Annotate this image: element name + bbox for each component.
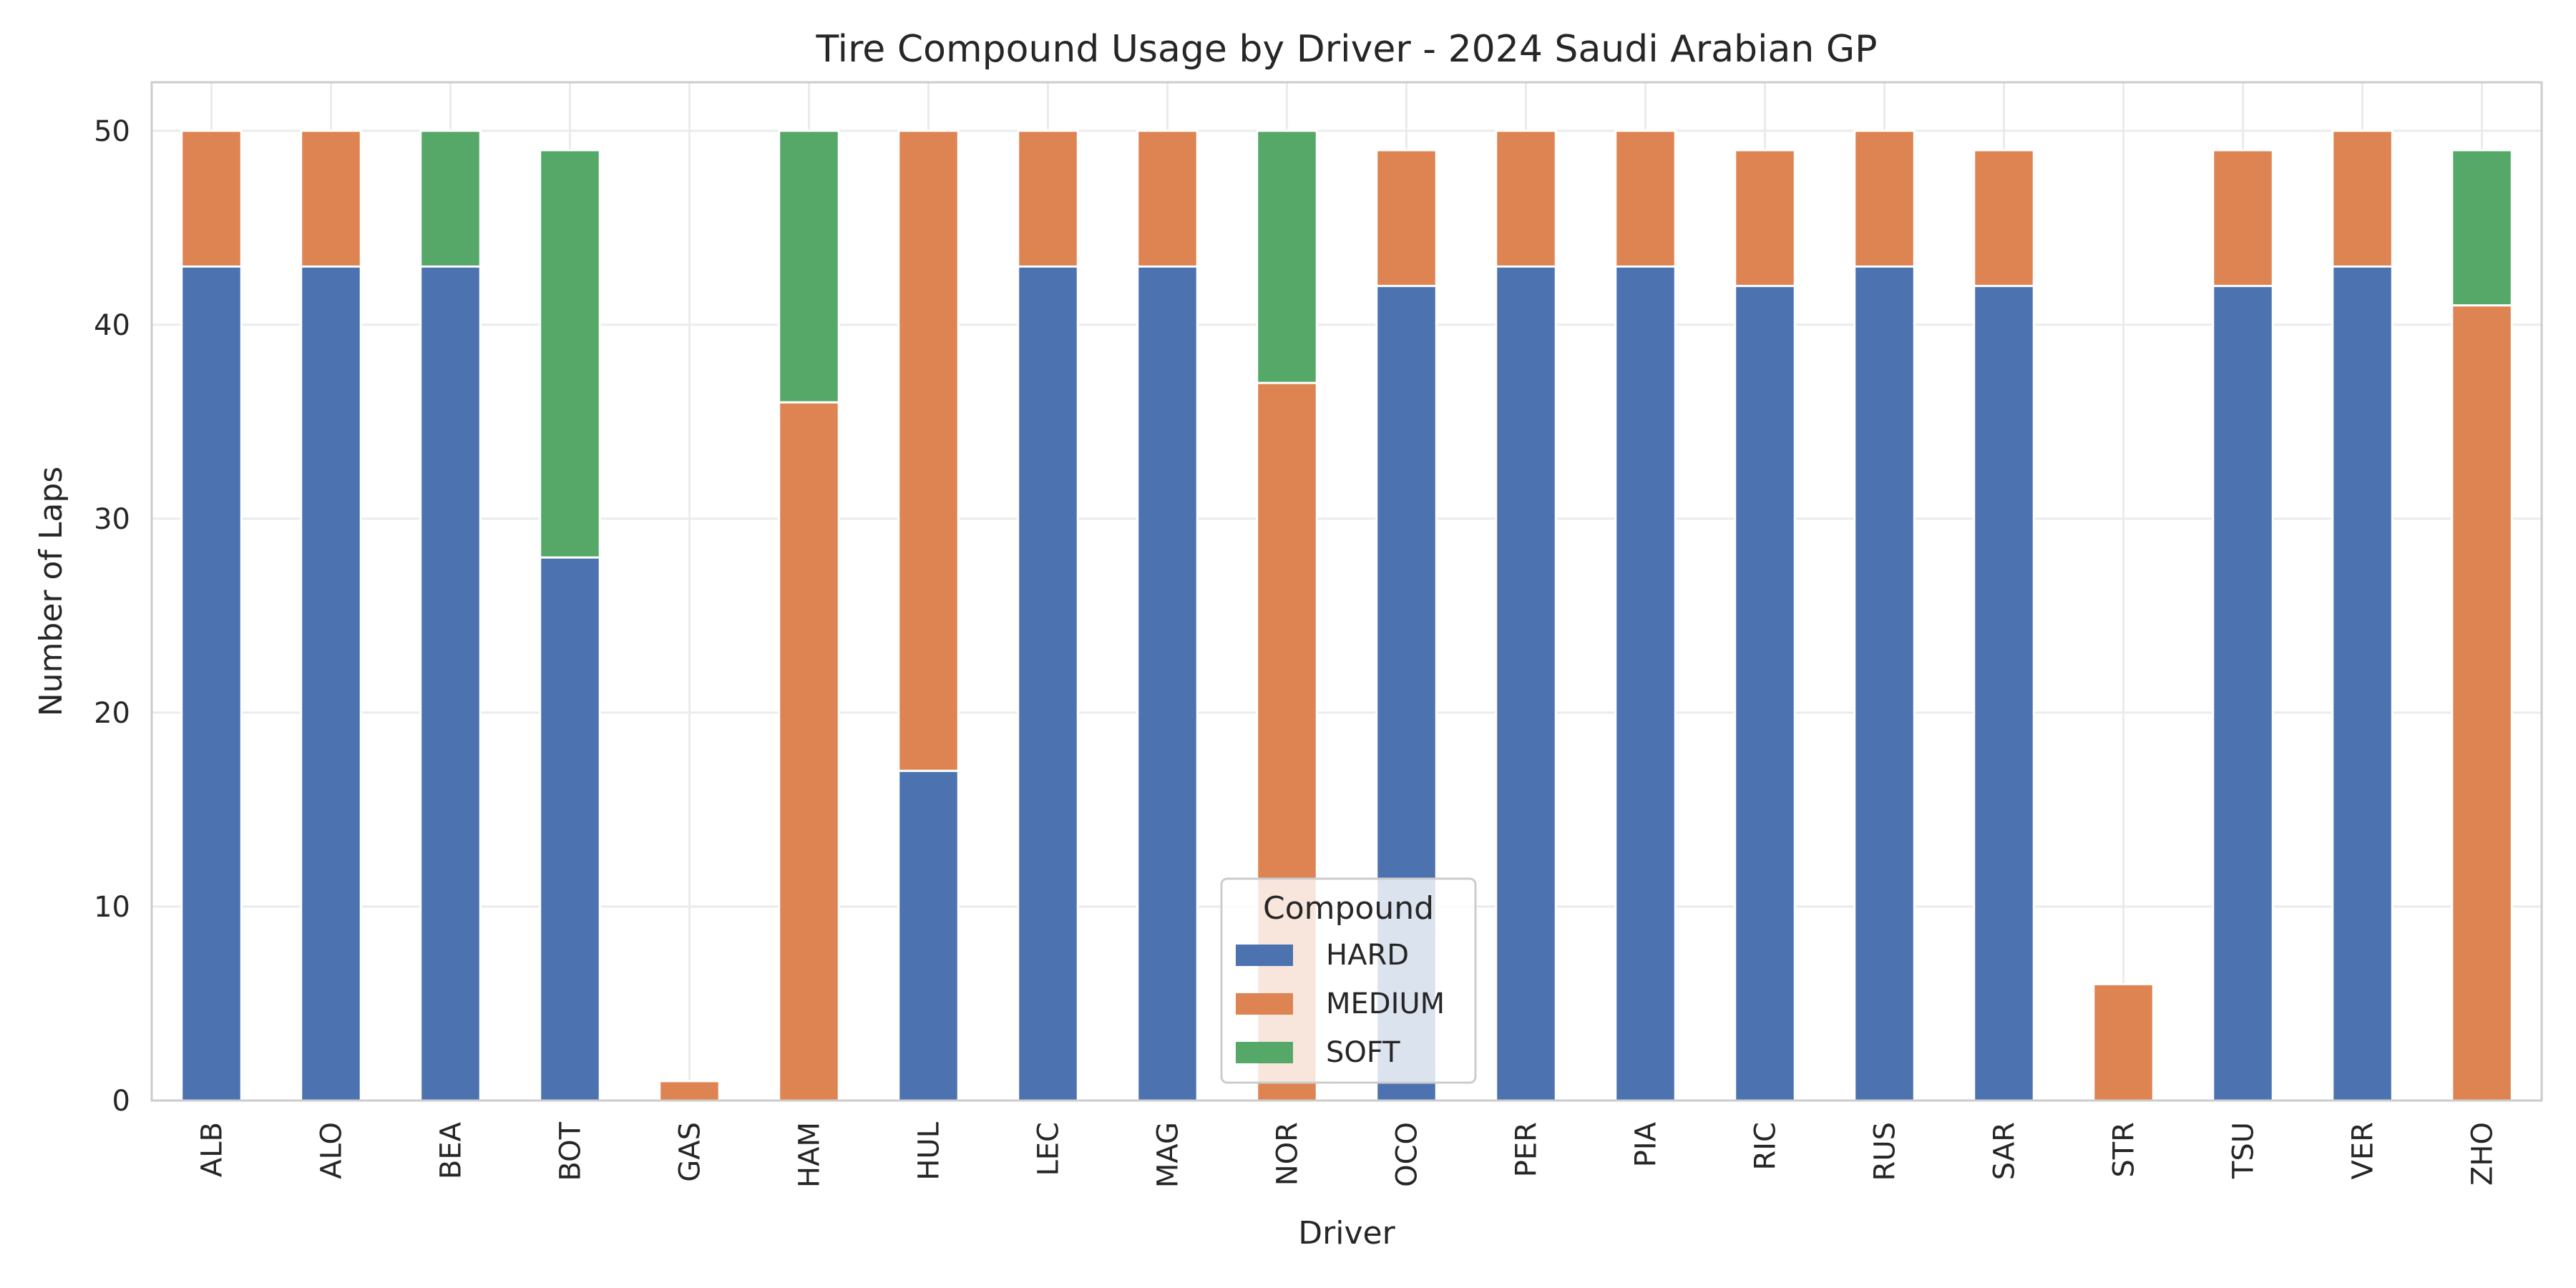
x-tick-label: STR: [2108, 1122, 2141, 1178]
legend-swatch-medium: [1236, 993, 1293, 1015]
x-axis-ticks: ALB ALO BEA BOT GAS HAM HUL LEC MAG NOR OCO PER PIA R…: [196, 1121, 2499, 1188]
bar-tsu-medium: [2212, 149, 2274, 288]
bar-gas-medium: [658, 1080, 721, 1102]
x-tick-label: ALO: [316, 1122, 348, 1179]
legend-title: Compound: [1263, 890, 1434, 927]
bar-mag-hard: [1136, 265, 1199, 1102]
y-tick-label: 20: [94, 697, 130, 730]
bar-sar-hard: [1973, 285, 2035, 1102]
y-tick-label: 50: [94, 115, 130, 148]
x-tick-label: NOR: [1272, 1122, 1304, 1186]
bar-alb-hard: [180, 265, 243, 1102]
bar-pia-hard: [1614, 265, 1677, 1102]
x-axis-label: Driver: [1298, 1215, 1395, 1252]
y-tick-label: 30: [94, 503, 130, 536]
bar-bot-soft: [539, 149, 601, 559]
bar-ver-hard: [2331, 265, 2394, 1102]
bar-lec-medium: [1017, 130, 1079, 268]
x-tick-label: RUS: [1869, 1122, 1902, 1181]
x-tick-label: HAM: [794, 1122, 826, 1188]
bar-alo-medium: [300, 130, 362, 268]
bar-mag-medium: [1136, 130, 1199, 268]
bar-per-medium: [1495, 130, 1557, 268]
bar-ric-medium: [1734, 149, 1796, 288]
x-tick-label: VER: [2347, 1122, 2380, 1179]
bar-oco-medium: [1375, 149, 1438, 288]
legend: Compound HARD MEDIUM SOFT: [1220, 877, 1477, 1084]
legend-label-hard: HARD: [1326, 939, 1409, 972]
bar-bea-hard: [419, 265, 482, 1102]
x-tick-label: TSU: [2228, 1122, 2260, 1179]
legend-swatch-hard: [1236, 945, 1293, 966]
bar-ric-hard: [1734, 285, 1796, 1102]
bar-alo-hard: [300, 265, 362, 1102]
bars: [180, 130, 2513, 1102]
x-tick-label: ALB: [196, 1122, 229, 1177]
legend-label-medium: MEDIUM: [1326, 987, 1445, 1020]
legend-label-soft: SOFT: [1326, 1036, 1400, 1069]
bar-pia-medium: [1614, 130, 1677, 268]
x-tick-label: PIA: [1630, 1121, 1663, 1167]
x-tick-label: ZHO: [2467, 1122, 2499, 1186]
bar-bot-hard: [539, 556, 601, 1102]
bar-alb-medium: [180, 130, 243, 268]
y-axis-ticks: 0 10 20 30 40 50: [94, 115, 130, 1118]
legend-box: [1220, 877, 1477, 1084]
x-tick-label: BOT: [555, 1121, 587, 1181]
y-tick-label: 40: [94, 309, 130, 342]
x-tick-label: GAS: [674, 1122, 707, 1182]
chart-title: Tire Compound Usage by Driver - 2024 Sau…: [815, 28, 1877, 71]
bar-zho-medium: [2451, 304, 2513, 1102]
bar-sar-medium: [1973, 149, 2035, 288]
x-tick-label: LEC: [1033, 1122, 1065, 1176]
x-tick-label: PER: [1511, 1122, 1543, 1177]
x-tick-label: BEA: [435, 1121, 468, 1179]
bar-per-hard: [1495, 265, 1557, 1102]
bar-rus-medium: [1853, 130, 1916, 268]
x-tick-label: HUL: [913, 1121, 946, 1180]
bar-bea-soft: [419, 130, 482, 268]
x-tick-label: OCO: [1391, 1122, 1424, 1187]
plot-frame: [150, 81, 2543, 1102]
bar-rus-hard: [1853, 265, 1916, 1102]
legend-swatch-soft: [1236, 1042, 1293, 1063]
x-tick-label: MAG: [1152, 1122, 1185, 1188]
bar-hul-hard: [897, 769, 960, 1102]
bar-ham-medium: [778, 401, 840, 1102]
bar-ver-medium: [2331, 130, 2394, 268]
x-tick-label: SAR: [1989, 1122, 2021, 1180]
bar-tsu-hard: [2212, 285, 2274, 1102]
bar-hul-medium: [897, 130, 960, 772]
bar-nor-soft: [1256, 130, 1318, 384]
y-tick-label: 0: [112, 1085, 130, 1118]
y-tick-label: 10: [94, 891, 130, 924]
y-axis-label: Number of Laps: [33, 467, 69, 716]
bar-str-medium: [2092, 982, 2155, 1102]
bar-ham-soft: [778, 130, 840, 404]
bar-zho-soft: [2451, 149, 2513, 307]
bar-lec-hard: [1017, 265, 1079, 1102]
x-tick-label: RIC: [1750, 1122, 1782, 1171]
